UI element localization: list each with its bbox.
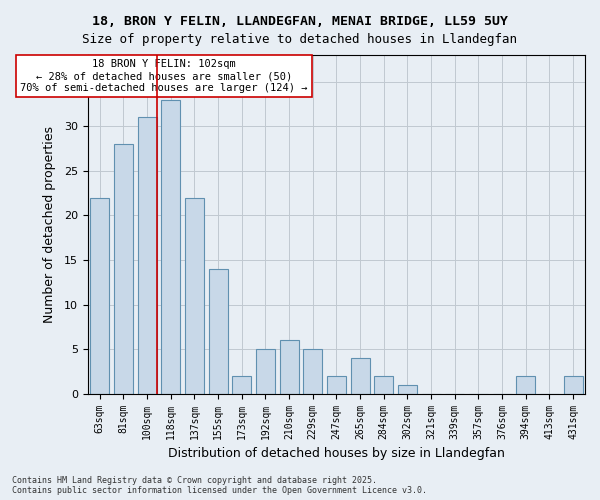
Bar [517,376,535,394]
Bar [185,198,204,394]
Bar [114,144,133,394]
Text: Contains HM Land Registry data © Crown copyright and database right 2025.
Contai: Contains HM Land Registry data © Crown c… [12,476,427,495]
Bar [350,358,370,394]
Bar [304,349,322,394]
Bar [232,376,251,394]
Text: 18, BRON Y FELIN, LLANDEGFAN, MENAI BRIDGE, LL59 5UY: 18, BRON Y FELIN, LLANDEGFAN, MENAI BRID… [92,15,508,28]
Text: 18 BRON Y FELIN: 102sqm
← 28% of detached houses are smaller (50)
70% of semi-de: 18 BRON Y FELIN: 102sqm ← 28% of detache… [20,60,307,92]
Bar [209,269,227,394]
Bar [327,376,346,394]
X-axis label: Distribution of detached houses by size in Llandegfan: Distribution of detached houses by size … [168,447,505,460]
Bar [398,385,417,394]
Bar [280,340,299,394]
Text: Size of property relative to detached houses in Llandegfan: Size of property relative to detached ho… [83,32,517,46]
Y-axis label: Number of detached properties: Number of detached properties [43,126,56,323]
Bar [374,376,393,394]
Bar [563,376,583,394]
Bar [90,198,109,394]
Bar [161,100,180,394]
Bar [137,118,157,394]
Bar [256,349,275,394]
